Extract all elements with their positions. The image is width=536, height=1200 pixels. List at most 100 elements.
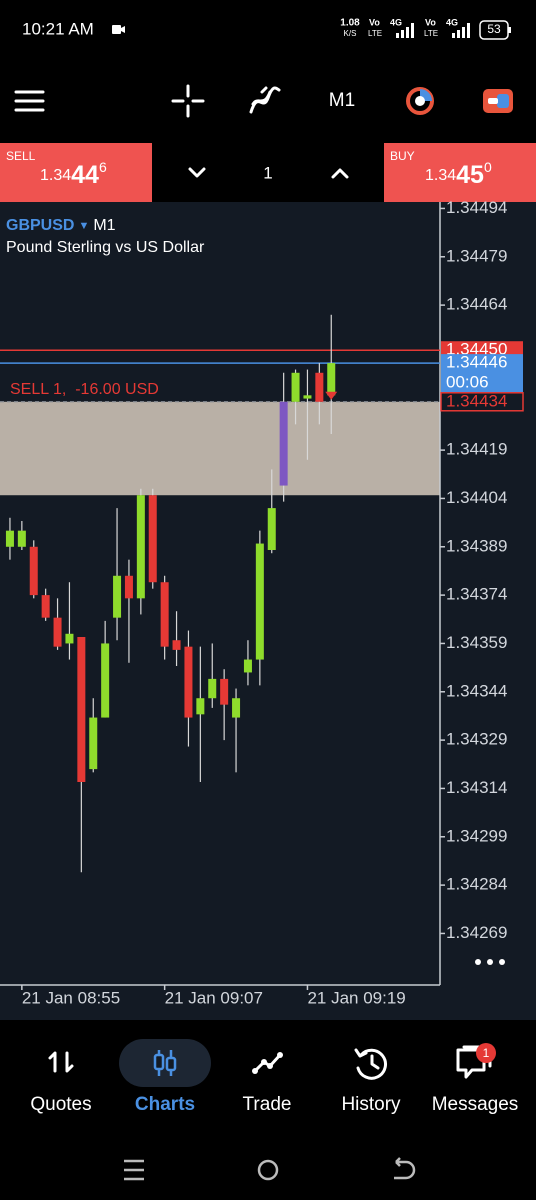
candle-body <box>113 575 122 618</box>
bid-tag <box>441 354 523 393</box>
sell-price: 1.34446 <box>40 159 107 189</box>
nav-label[interactable]: History <box>341 1094 401 1115</box>
symbol-description: Pound Sterling vs US Dollar <box>6 239 205 256</box>
candle-body <box>17 530 26 547</box>
position-tag <box>440 392 524 412</box>
x-tick-label: 21 Jan 09:07 <box>165 988 263 1007</box>
battery-level: 53 <box>487 22 501 36</box>
candle-body <box>160 582 169 647</box>
chart-background <box>0 202 536 1020</box>
nav-label[interactable]: Messages <box>432 1094 519 1115</box>
y-tick-label: 1.34419 <box>446 440 507 459</box>
more-button[interactable] <box>475 959 505 965</box>
charts-icon[interactable] <box>153 1050 177 1076</box>
y-tick-label: 1.34269 <box>446 923 507 942</box>
candle-body <box>29 546 38 596</box>
position-tag-label: 1.34434 <box>446 391 507 410</box>
clock: 10:21 AM <box>22 19 94 38</box>
sell-label: SELL <box>6 149 36 163</box>
x-tick-label: 21 Jan 09:19 <box>307 988 405 1007</box>
home-button[interactable] <box>257 1159 279 1181</box>
y-tick-label: 1.34479 <box>446 246 507 265</box>
y-tick-label: 1.34464 <box>446 295 507 314</box>
y-tick-label: 1.34404 <box>446 488 507 507</box>
history-icon[interactable] <box>354 1048 387 1080</box>
sell-button[interactable] <box>0 143 152 202</box>
sim-gen: 4G <box>446 17 458 27</box>
timeframe: M1 <box>93 217 115 234</box>
menu-button[interactable] <box>14 90 45 112</box>
sim-label: LTE <box>424 29 438 38</box>
ask-tag-label: 1.34450 <box>446 340 507 359</box>
nav-label[interactable]: Quotes <box>30 1094 91 1115</box>
candle-body <box>101 643 110 718</box>
price-big: 44 <box>71 161 99 189</box>
candle-body <box>243 659 252 673</box>
net-speed-unit: K/S <box>344 29 357 38</box>
buy-label: BUY <box>390 149 415 163</box>
badge-count: 1 <box>483 1046 490 1060</box>
nav-label[interactable]: Trade <box>243 1094 292 1115</box>
signal-icon <box>396 23 414 38</box>
candle-body <box>267 508 276 550</box>
y-tick-label: 1.34314 <box>446 778 507 797</box>
candle-body <box>77 637 86 782</box>
y-tick-label: 1.34329 <box>446 730 507 749</box>
back-button[interactable] <box>394 1157 416 1180</box>
bottom-nav <box>0 1020 536 1200</box>
position-marker <box>325 391 338 400</box>
y-tick-label: 1.34359 <box>446 633 507 652</box>
active-tab-pill <box>119 1039 211 1087</box>
price-big: 45 <box>456 161 484 189</box>
position-label: SELL 1, -16.00 USD <box>10 381 159 398</box>
trade-icon[interactable] <box>252 1052 283 1074</box>
record-icon <box>112 25 121 34</box>
y-tick-label: 1.34494 <box>446 198 507 217</box>
candle-body <box>136 495 145 599</box>
nav-label[interactable]: Charts <box>135 1094 195 1115</box>
chart: 1.34494 1.34479 1.34464 1.34419 1.34404 1.343… <box>0 198 524 1007</box>
candle-body <box>148 495 157 583</box>
recents-button[interactable] <box>124 1159 144 1181</box>
sim-label: Vo <box>425 17 436 27</box>
candle-body <box>255 543 264 660</box>
bid-tag-label: 1.34446 <box>446 353 507 372</box>
symbol-dropdown: ▼ <box>78 220 89 232</box>
position-zone <box>0 401 440 496</box>
price-small: 0 <box>484 159 492 175</box>
system-nav <box>124 1157 416 1181</box>
objects-button[interactable] <box>406 87 434 115</box>
buy-button[interactable] <box>384 143 536 202</box>
volume-down[interactable] <box>188 167 206 178</box>
candle-body <box>124 575 133 599</box>
candle-body <box>315 372 324 402</box>
volume[interactable]: 1 <box>263 163 272 182</box>
volume-up[interactable] <box>331 168 349 179</box>
y-tick-label: 1.34299 <box>446 826 507 845</box>
record-icon <box>121 26 125 33</box>
candle-body <box>303 395 312 399</box>
timeframe-button[interactable]: M1 <box>329 90 355 111</box>
indicators-button[interactable] <box>249 86 281 114</box>
candle-body <box>279 401 288 486</box>
price-main: 1.34 <box>425 167 456 184</box>
sim-label: Vo <box>369 17 380 27</box>
symbol: GBPUSD <box>6 217 74 234</box>
candle-body <box>220 678 229 705</box>
candle-body <box>5 530 14 547</box>
candle-body <box>208 678 217 699</box>
x-tick-label: 21 Jan 08:55 <box>22 988 120 1007</box>
candle-body <box>291 372 300 402</box>
trade-button[interactable] <box>483 89 513 113</box>
crosshair-button[interactable] <box>171 84 205 118</box>
quotes-icon[interactable] <box>48 1051 74 1073</box>
badge <box>476 1043 496 1063</box>
candle-body <box>41 595 50 618</box>
battery-icon <box>508 27 511 33</box>
candle-body <box>65 633 74 644</box>
price-small: 6 <box>99 159 107 175</box>
sim-gen: 4G <box>390 17 402 27</box>
status-bar <box>0 0 536 60</box>
y-tick-label: 1.34344 <box>446 681 507 700</box>
bid-countdown: 00:06 <box>446 373 489 392</box>
